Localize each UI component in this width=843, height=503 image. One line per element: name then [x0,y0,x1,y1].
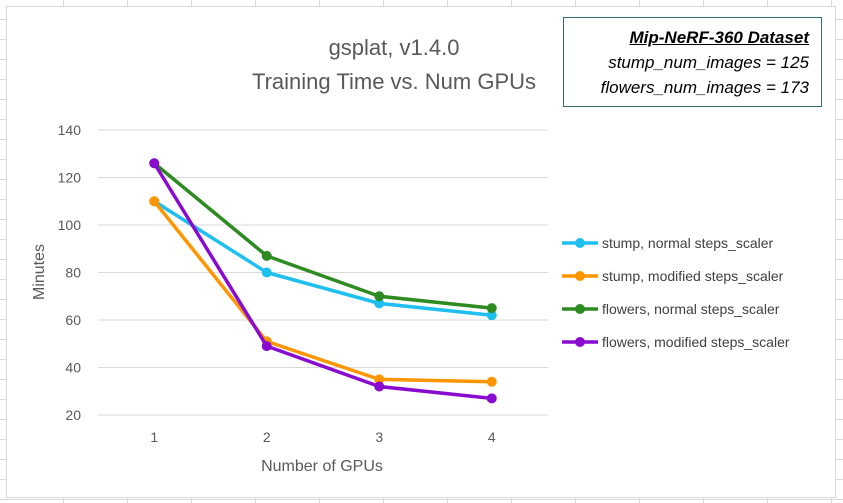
y-axis-label: Minutes [31,244,48,300]
legend-swatch-marker [575,271,585,281]
data-point [374,298,385,309]
x-tick-label: 2 [263,429,271,445]
legend-label: stump, modified steps_scaler [602,268,784,284]
chart-subtitle: Training Time vs. Num GPUs [252,69,536,94]
x-tick-label: 4 [488,429,496,445]
y-tick-label: 60 [65,312,81,328]
x-tick-label: 3 [375,429,383,445]
data-point [486,393,497,404]
data-point [149,196,160,207]
y-tick-label: 20 [65,407,81,423]
data-point [261,250,272,261]
data-point [261,267,272,278]
info-box-line-stump: stump_num_images = 125 [608,53,809,72]
chart-title: gsplat, v1.4.0 [329,35,460,60]
legend-swatch-marker [575,304,585,314]
y-tick-label: 100 [58,217,82,233]
legend: stump, normal steps_scaler stump, modifie… [562,235,790,350]
y-tick-label: 40 [65,360,81,376]
data-point [374,374,385,385]
y-tick-label: 120 [58,170,82,186]
data-point [374,291,385,302]
y-tick-label: 140 [58,122,82,138]
legend-label: stump, normal steps_scaler [602,235,774,251]
info-box-line-flowers: flowers_num_images = 173 [600,78,809,97]
data-point [261,341,272,352]
series-lines [149,158,497,404]
dataset-info-box: Mip-NeRF-360 Dataset stump_num_images = … [563,17,822,107]
legend-swatch-marker [575,238,585,248]
info-box-title: Mip-NeRF-360 Dataset [629,28,810,47]
y-axis-ticks: 20 40 60 80 100 120 140 [58,122,82,423]
x-axis-ticks: 1 2 3 4 [150,429,496,445]
series-line-1 [152,199,494,384]
data-point [149,158,160,169]
y-tick-label: 80 [65,265,81,281]
data-point [486,376,497,387]
legend-label: flowers, modified steps_scaler [602,334,790,350]
data-point [374,381,385,392]
series-line-0 [152,199,494,317]
series-line-3 [152,161,494,401]
x-tick-label: 1 [150,429,158,445]
legend-label: flowers, normal steps_scaler [602,301,780,317]
data-point [486,303,497,314]
legend-swatch-marker [575,337,585,347]
x-axis-label: Number of GPUs [261,458,383,475]
data-point [486,310,497,321]
series-line-2 [152,161,494,310]
